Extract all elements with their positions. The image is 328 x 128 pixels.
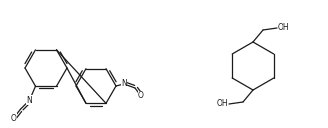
Text: N: N (121, 79, 127, 88)
Text: OH: OH (216, 99, 228, 109)
Text: O: O (138, 92, 144, 100)
Text: N: N (27, 96, 32, 105)
Text: OH: OH (278, 24, 290, 33)
Text: O: O (10, 114, 16, 123)
